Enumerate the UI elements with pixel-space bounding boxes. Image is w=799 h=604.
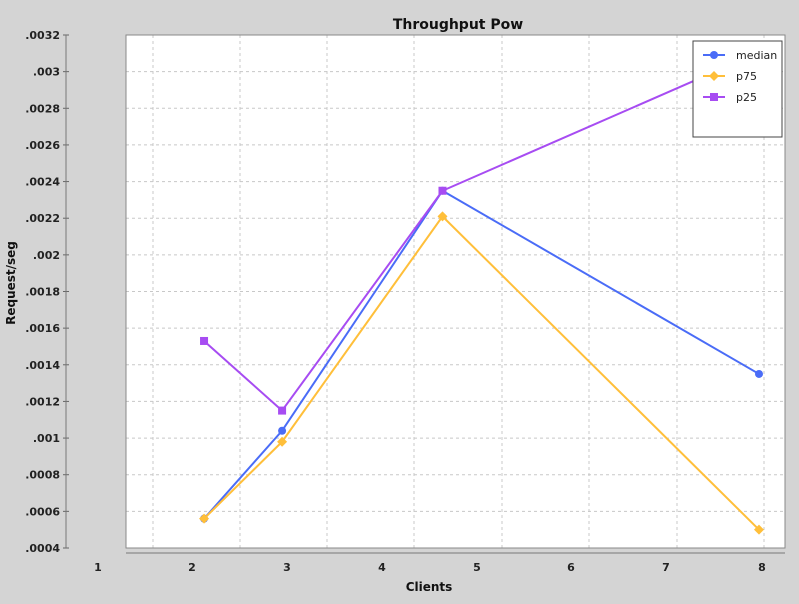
y-tick-label: .0018 (25, 286, 60, 299)
y-tick-label: .0026 (25, 139, 60, 152)
x-tick-label: 8 (758, 561, 766, 574)
data-point-p75-3 (753, 524, 764, 535)
y-tick-label: .0022 (25, 212, 60, 225)
series-line-p25 (203, 78, 699, 412)
y-tick-label: .0012 (25, 395, 60, 408)
y-tick-label: .0016 (25, 322, 60, 335)
chart-title: Throughput Pow (393, 17, 523, 33)
y-tick-label: .003 (33, 66, 60, 79)
y-tick-label: .002 (33, 249, 60, 262)
x-axis-label: Clients (406, 580, 453, 594)
data-point-p25-2 (438, 186, 447, 195)
y-axis-label: Request/seg (4, 241, 18, 325)
data-point-p75-0 (199, 513, 210, 524)
x-tick-label: 1 (94, 561, 102, 574)
x-tick-label: 6 (567, 561, 575, 574)
plot-layer: .0004 .0006 .0008 .001 .0012 .0014 .0016 .0018.… (25, 29, 786, 574)
legend-label-median: median (736, 49, 777, 62)
x-tick-label: 5 (473, 561, 481, 574)
y-tick-label: .0024 (25, 176, 60, 189)
legend-marker-median (710, 51, 718, 59)
series-line-p75 (203, 215, 760, 531)
data-point-p25-0 (200, 336, 209, 345)
y-tick-label: .001 (33, 432, 60, 445)
x-tick-label: 3 (283, 561, 291, 574)
data-point-p75-2 (437, 211, 448, 222)
data-point-p75-1 (277, 436, 288, 447)
legend-label-p75: p75 (736, 70, 757, 83)
legend-box (692, 40, 783, 138)
data-point-p25-1 (278, 406, 287, 415)
x-tick-label: 4 (378, 561, 386, 574)
data-point-median-1 (278, 426, 287, 435)
y-tick-label: .0028 (25, 102, 60, 115)
y-tick-label: .0006 (25, 505, 60, 518)
x-tick-label: 7 (662, 561, 670, 574)
series-line-median (203, 189, 760, 520)
legend-label-p25: p25 (736, 91, 757, 104)
legend-marker-p25 (710, 93, 718, 101)
y-tick-label: .0032 (25, 29, 60, 42)
legend-marker-p75 (709, 71, 719, 81)
data-point-median-3 (754, 369, 763, 378)
y-tick-label: .0004 (25, 542, 60, 555)
y-tick-label: .0014 (25, 359, 60, 372)
x-tick-label: 2 (188, 561, 196, 574)
y-tick-label: .0008 (25, 469, 60, 482)
plot-border (125, 34, 786, 549)
